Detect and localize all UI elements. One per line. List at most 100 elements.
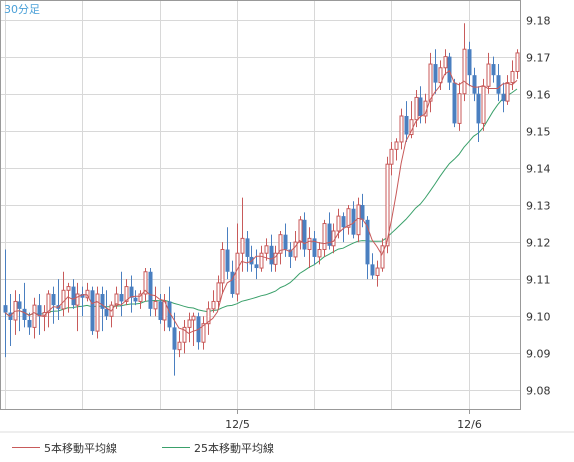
candle-body-up [278,234,283,254]
candle-body-up [443,56,448,69]
x-tick-label: 12/6 [457,418,482,431]
candle-body-down [148,271,153,309]
candle-body-up [322,223,327,251]
candle [182,319,187,354]
candle-body-down [158,301,163,320]
candle [346,205,351,235]
candle-body-down [119,294,124,302]
plot-frame [0,0,521,410]
candle-body-down [491,64,496,76]
candle [278,230,283,265]
candle-body-down [245,238,250,257]
candle [356,197,361,243]
candle-body-down [17,301,22,309]
candle-body-down [288,249,293,257]
y-axis-ticks: 9.18 9.17 9.16 9.15 9.14 9.13 9.12 9.11 9.10 9.09… [526,15,551,398]
candle [298,216,303,250]
candle [404,101,409,142]
candle [501,82,506,113]
candle-body-down [37,305,42,317]
candle-body-down [230,271,235,295]
candle [46,290,51,328]
candle [245,230,250,272]
candle [491,56,496,83]
candle [133,290,138,306]
candle [472,67,477,102]
candle-body-up [206,308,211,325]
x-axis-ticks: 12/5 12/6 [225,409,482,431]
ma5-line [4,69,518,334]
candle [375,260,380,287]
candle-body-up [216,282,221,302]
candle [327,212,332,250]
candle [264,238,269,261]
candle-body-up [399,115,404,143]
candle-body-up [124,286,129,302]
interval-label: 30分足 [4,3,40,16]
candle [302,212,307,257]
legend-label: 25本移動平均線 [194,441,274,455]
candle [143,268,148,302]
y-tick-label: 9.17 [526,52,551,65]
candle [443,49,448,76]
candle-body-down [27,319,32,328]
y-tick-label: 9.16 [526,89,551,102]
candle-body-down [167,301,172,328]
candle [505,75,510,105]
y-tick-label: 9.18 [526,15,551,28]
candle [269,234,274,272]
candle-body-up [356,204,361,236]
ma25-line [4,88,518,317]
candle-body-down [476,93,481,124]
candle-body-down [302,219,307,250]
candle-body-up [153,300,158,310]
candle [433,49,438,94]
candle [51,286,56,324]
candle-body-up [346,208,351,228]
candle-body-down [467,49,472,76]
candle-body-up [61,289,66,310]
candle [206,301,211,335]
candle-body-up [375,267,380,276]
candle-body-up [235,252,240,295]
candle [27,312,32,335]
candle [32,297,37,339]
ma25-line-group [4,88,518,317]
candle-body-up [138,293,143,302]
y-tick-label: 9.13 [526,200,551,213]
candle [191,312,196,346]
y-tick-label: 9.15 [526,126,551,139]
candle [75,282,80,332]
candle-body-up [486,63,491,87]
candle [380,238,385,272]
candle [240,197,245,272]
candle [341,212,346,243]
candle-body-up [273,252,278,265]
candle [167,286,172,332]
candle-body-down [133,297,138,302]
candle [457,82,462,131]
y-tick-label: 9.10 [526,311,551,324]
candle-body-up [385,163,390,247]
candle [370,253,375,280]
candle [80,286,85,317]
candle [322,219,327,257]
candle-body-down [404,115,409,135]
candle-body-down [341,216,346,228]
candle [452,78,457,128]
candle [259,245,264,272]
candle-body-up [515,52,520,72]
candle [22,282,27,328]
candle-body-up [201,323,206,343]
candle-body-up [46,293,51,314]
candle-body-down [254,264,259,269]
candle-body-up [298,219,303,243]
candle [273,245,278,272]
y-tick-label: 9.08 [526,385,551,398]
candle-body-down [90,290,95,332]
candle [254,249,259,280]
candle-body-down [283,234,288,250]
candle-body-down [80,294,85,298]
